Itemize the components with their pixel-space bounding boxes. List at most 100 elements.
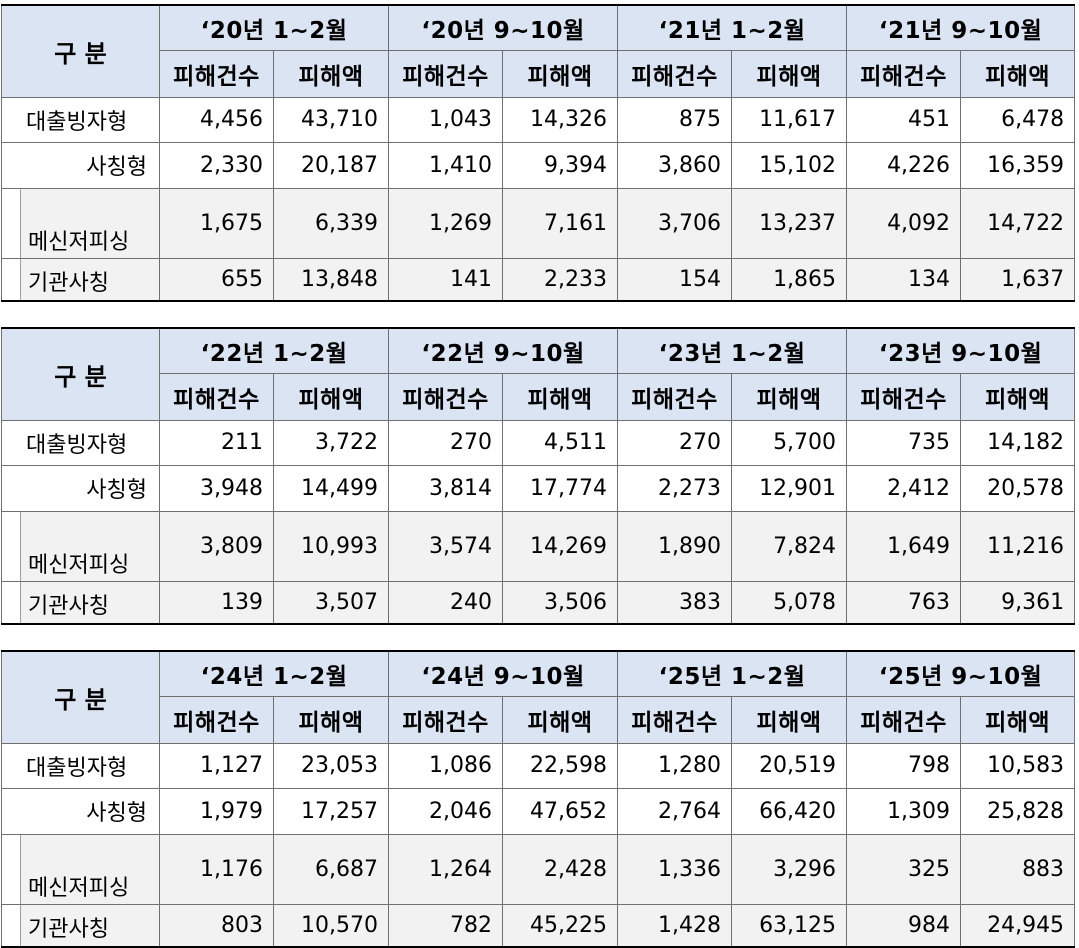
damage-count-cell: 154 <box>617 258 733 302</box>
period-header: ‘20년 9~10월 <box>388 4 619 51</box>
damage-count-cell: 1,336 <box>617 834 733 905</box>
amount-header: 피해액 <box>731 49 848 98</box>
damage-count-cell: 1,264 <box>388 834 504 905</box>
period-header-row: 구 분 ‘22년 1~2월 ‘22년 9~10월 ‘23년 1~2월 ‘23년 … <box>1 327 1076 421</box>
damage-amount-cell: 22,598 <box>502 743 619 789</box>
amount-header: 피해액 <box>731 372 848 421</box>
damage-amount-cell: 20,519 <box>731 743 848 789</box>
count-header: 피해건수 <box>617 372 733 421</box>
table-row-impersonation: 사칭형 1,979 17,257 2,046 47,652 2,764 66,420 1,3… <box>1 788 1076 835</box>
damage-count-cell: 2,273 <box>617 465 733 512</box>
damage-amount-cell: 883 <box>960 834 1076 905</box>
damage-amount-cell: 9,361 <box>960 581 1076 625</box>
gubun-header: 구 분 <box>1 327 160 421</box>
damage-count-cell: 4,456 <box>159 97 274 143</box>
damage-count-cell: 383 <box>617 581 733 625</box>
amount-header: 피해액 <box>502 372 619 421</box>
damage-count-cell: 270 <box>388 420 504 466</box>
damage-count-cell: 782 <box>388 904 504 948</box>
damage-count-cell: 1,890 <box>617 511 733 582</box>
period-header: ‘22년 1~2월 <box>158 327 390 374</box>
row-label-institution: 기관사칭 <box>1 581 160 625</box>
amount-header: 피해액 <box>960 49 1076 98</box>
row-label-institution: 기관사칭 <box>1 258 160 302</box>
row-label-loan: 대출빙자형 <box>1 420 160 466</box>
damage-count-cell: 134 <box>846 258 962 302</box>
row-label-impersonation: 사칭형 <box>1 788 160 835</box>
damage-amount-cell: 14,182 <box>960 420 1076 466</box>
damage-amount-cell: 25,828 <box>960 788 1076 835</box>
damage-count-cell: 2,412 <box>846 465 962 512</box>
damage-amount-cell: 2,233 <box>502 258 619 302</box>
damage-amount-cell: 13,848 <box>272 258 390 302</box>
damage-count-cell: 451 <box>846 97 962 143</box>
period-header: ‘20년 1~2월 <box>158 4 390 51</box>
damage-count-cell: 1,649 <box>846 511 962 582</box>
damage-count-cell: 1,979 <box>159 788 274 835</box>
count-header: 피해건수 <box>388 372 504 421</box>
damage-amount-cell: 3,722 <box>272 420 390 466</box>
damage-amount-cell: 14,326 <box>502 97 619 143</box>
count-header: 피해건수 <box>159 695 274 744</box>
sub-header-row: 피해건수 피해액 피해건수 피해액 피해건수 피해액 피해건수 피해액 <box>2 49 1076 98</box>
row-label-loan: 대출빙자형 <box>1 743 160 789</box>
damage-amount-cell: 5,078 <box>731 581 848 625</box>
count-header: 피해건수 <box>617 49 733 98</box>
damage-amount-cell: 45,225 <box>502 904 619 948</box>
table-row-loan: 대출빙자형 1,127 23,053 1,086 22,598 1,280 20,519 7… <box>1 743 1076 789</box>
damage-count-cell: 4,226 <box>846 142 962 189</box>
damage-count-cell: 1,675 <box>159 188 274 259</box>
row-label-messenger: 메신저피싱 <box>1 511 160 582</box>
period-header: ‘24년 1~2월 <box>158 650 390 697</box>
table-row-impersonation: 사칭형 2,330 20,187 1,410 9,394 3,860 15,102 4,22… <box>1 142 1076 189</box>
damage-amount-cell: 9,394 <box>502 142 619 189</box>
damage-amount-cell: 5,700 <box>731 420 848 466</box>
damage-count-cell: 2,046 <box>388 788 504 835</box>
damage-count-cell: 2,764 <box>617 788 733 835</box>
damage-amount-cell: 20,187 <box>272 142 390 189</box>
damage-table: 구 분 ‘24년 1~2월 ‘24년 9~10월 ‘25년 1~2월 ‘25년 … <box>1 650 1076 948</box>
damage-amount-cell: 3,506 <box>502 581 619 625</box>
amount-header: 피해액 <box>272 49 390 98</box>
damage-count-cell: 763 <box>846 581 962 625</box>
damage-amount-cell: 13,237 <box>731 188 848 259</box>
damage-count-cell: 1,309 <box>846 788 962 835</box>
damage-amount-cell: 6,687 <box>272 834 390 905</box>
damage-amount-cell: 6,478 <box>960 97 1076 143</box>
count-header: 피해건수 <box>617 695 733 744</box>
count-header: 피해건수 <box>388 695 504 744</box>
damage-amount-cell: 17,257 <box>272 788 390 835</box>
damage-count-cell: 3,948 <box>159 465 274 512</box>
amount-header: 피해액 <box>502 695 619 744</box>
damage-amount-cell: 1,637 <box>960 258 1076 302</box>
damage-amount-cell: 10,583 <box>960 743 1076 789</box>
period-header-row: 구 분 ‘20년 1~2월 ‘20년 9~10월 ‘21년 1~2월 ‘21년 … <box>1 4 1076 98</box>
damage-amount-cell: 4,511 <box>502 420 619 466</box>
damage-count-cell: 3,809 <box>159 511 274 582</box>
damage-count-cell: 1,410 <box>388 142 504 189</box>
row-label-messenger: 메신저피싱 <box>1 834 160 905</box>
table-row-institution: 기관사칭 803 10,570 782 45,225 1,428 63,125 984 24,… <box>1 904 1076 948</box>
damage-count-cell: 325 <box>846 834 962 905</box>
damage-amount-cell: 11,216 <box>960 511 1076 582</box>
damage-amount-cell: 20,578 <box>960 465 1076 512</box>
period-header: ‘23년 9~10월 <box>846 327 1076 374</box>
damage-count-cell: 798 <box>846 743 962 789</box>
table-row-institution: 기관사칭 139 3,507 240 3,506 383 5,078 763 9,361 <box>1 581 1076 625</box>
damage-count-cell: 655 <box>159 258 274 302</box>
count-header: 피해건수 <box>159 372 274 421</box>
damage-count-cell: 1,428 <box>617 904 733 948</box>
damage-count-cell: 3,860 <box>617 142 733 189</box>
table-row-messenger: 메신저피싱 3,809 10,993 3,574 14,269 1,890 7,824 1,… <box>1 511 1076 582</box>
damage-count-cell: 139 <box>159 581 274 625</box>
table-row-messenger: 메신저피싱 1,675 6,339 1,269 7,161 3,706 13,237 4,0… <box>1 188 1076 259</box>
count-header: 피해건수 <box>846 695 962 744</box>
row-label-loan: 대출빙자형 <box>1 97 160 143</box>
damage-amount-cell: 2,428 <box>502 834 619 905</box>
damage-count-cell: 1,269 <box>388 188 504 259</box>
damage-amount-cell: 6,339 <box>272 188 390 259</box>
damage-count-cell: 1,043 <box>388 97 504 143</box>
amount-header: 피해액 <box>502 49 619 98</box>
damage-amount-cell: 63,125 <box>731 904 848 948</box>
period-header: ‘25년 1~2월 <box>617 650 848 697</box>
